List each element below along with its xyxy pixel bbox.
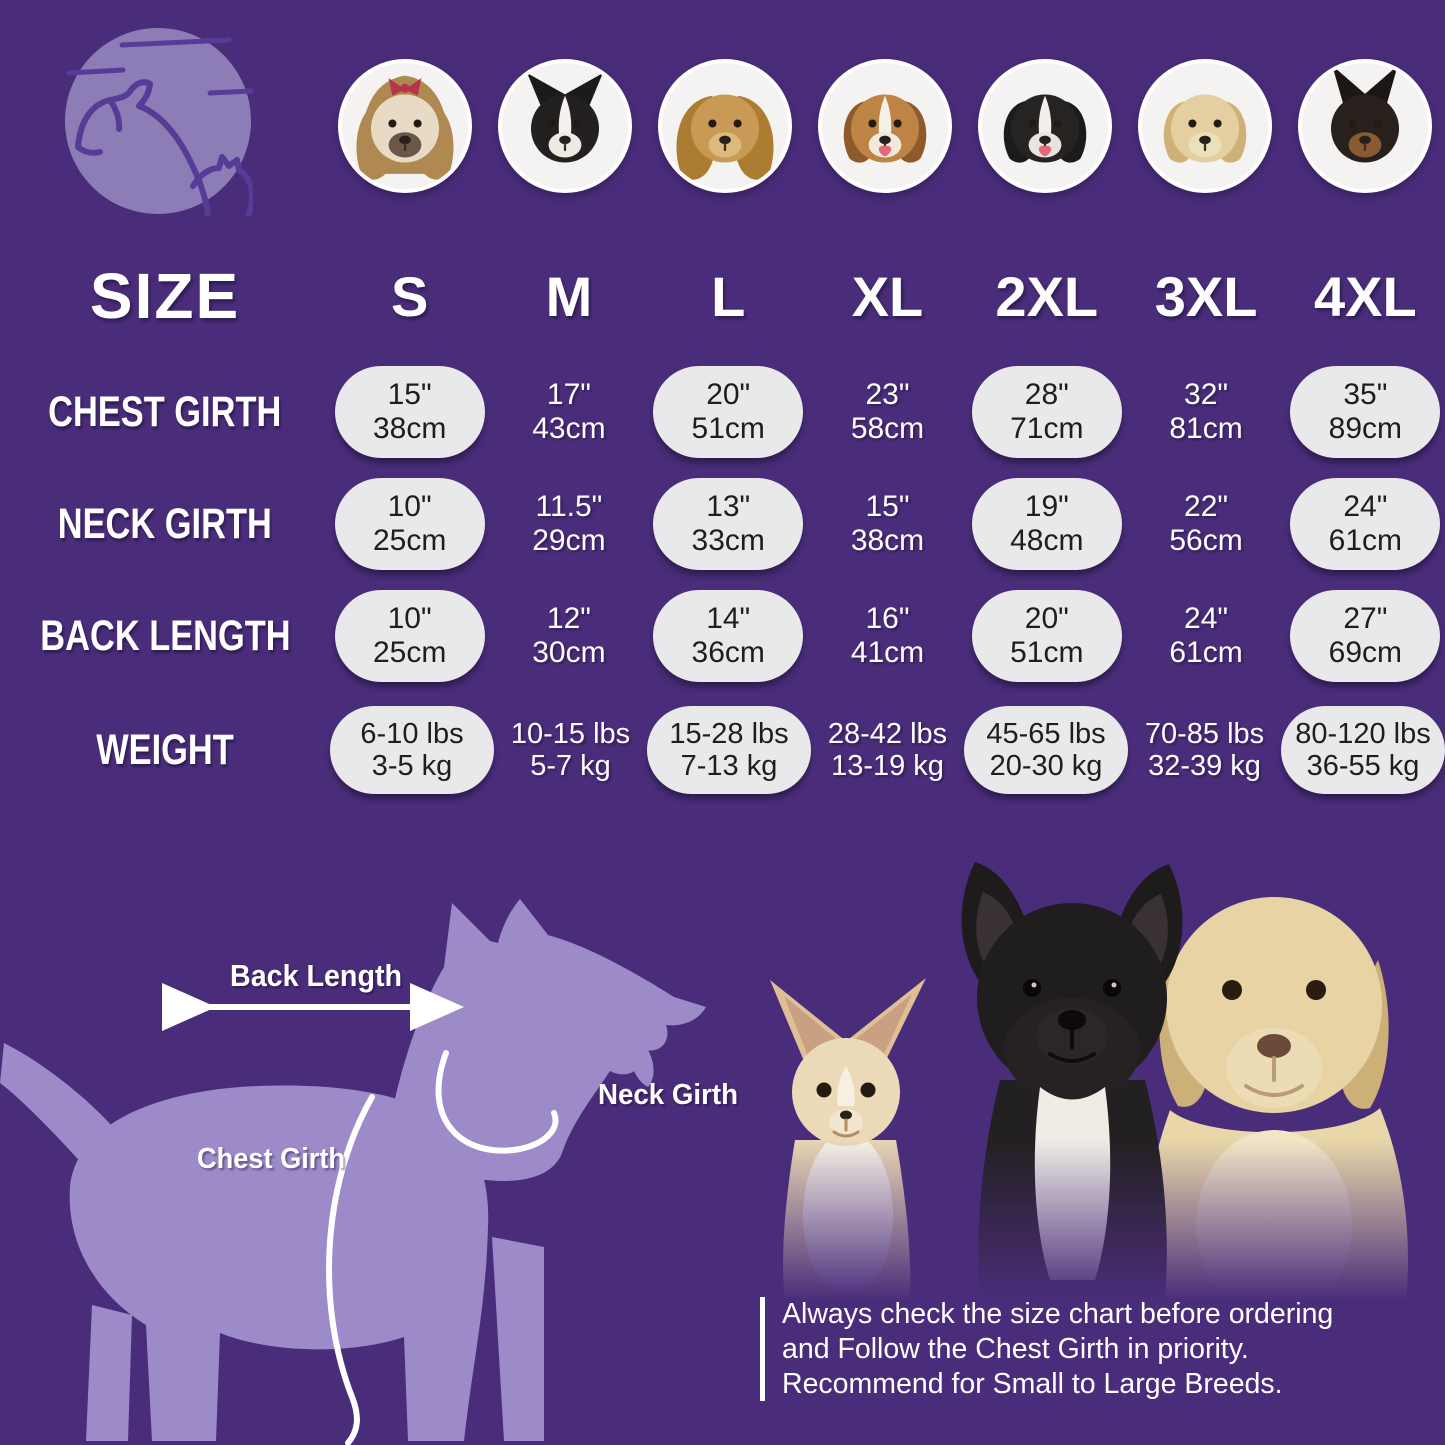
beagle-photo bbox=[818, 59, 952, 193]
three-dogs-photo bbox=[700, 862, 1445, 1300]
value-cell-2xl: 28" 71cm bbox=[971, 366, 1122, 458]
dog-silhouette-body bbox=[69, 1085, 489, 1441]
dog-silhouette-head bbox=[386, 899, 706, 1181]
row-label: CHEST GIRTH bbox=[48, 387, 282, 436]
value-cell-l: 20" 51cm bbox=[653, 366, 804, 458]
breed-photos-row bbox=[325, 52, 1445, 200]
value-cell-3xl: 22" 56cm bbox=[1169, 490, 1243, 557]
row-neck-girth: NECK GIRTH 10" 25cm 11.5" 29cm 13" 33cm 15" … bbox=[0, 472, 1445, 576]
value-cell-m: 10-15 lbs 5-7 kg bbox=[510, 717, 631, 782]
row-weight: WEIGHT 6-10 lbs 3-5 kg 10-15 lbs 5-7 kg 15-… bbox=[0, 698, 1445, 802]
value-cell-s: 10" 25cm bbox=[334, 590, 485, 682]
row-back-length: BACK LENGTH 10" 25cm 12" 30cm 14" 36cm 16" 4… bbox=[0, 584, 1445, 688]
size-header-2XL: 2XL bbox=[995, 264, 1099, 328]
value-cell-m: 17" 43cm bbox=[532, 378, 606, 445]
size-header-XL: XL bbox=[851, 264, 924, 328]
size-header-row: SIZE S M L XL 2XL 3XL 4XL bbox=[0, 248, 1445, 344]
value-cell-l: 14" 36cm bbox=[653, 590, 804, 682]
size-header-4XL: 4XL bbox=[1314, 264, 1417, 328]
size-header-M: M bbox=[545, 264, 593, 328]
boston-terrier-photo bbox=[498, 59, 632, 193]
value-cell-3xl: 70-85 lbs 32-39 kg bbox=[1144, 717, 1265, 782]
sizing-note: Always check the size chart before order… bbox=[760, 1297, 1334, 1402]
size-header-3XL: 3XL bbox=[1154, 264, 1258, 328]
value-cell-s: 15" 38cm bbox=[334, 366, 485, 458]
dog-measurement-diagram: Back Length Neck Girth Chest Girth bbox=[0, 899, 738, 1445]
note-line-3: Recommend for Small to Large Breeds. bbox=[782, 1367, 1283, 1400]
size-header-L: L bbox=[711, 264, 746, 328]
value-cell-xl: 28-42 lbs 13-19 kg bbox=[827, 717, 948, 782]
value-cell-2xl: 20" 51cm bbox=[971, 590, 1122, 682]
value-cell-m: 12" 30cm bbox=[532, 602, 606, 669]
row-label: WEIGHT bbox=[96, 725, 234, 774]
shih-tzu-photo bbox=[338, 59, 472, 193]
value-cell-l: 15-28 lbs 7-13 kg bbox=[647, 705, 811, 795]
value-cell-4xl: 24" 61cm bbox=[1290, 478, 1441, 570]
value-cell-l: 13" 33cm bbox=[653, 478, 804, 570]
size-column-title: SIZE bbox=[89, 260, 241, 332]
value-cell-xl: 16" 41cm bbox=[850, 602, 925, 669]
value-cell-3xl: 24" 61cm bbox=[1169, 602, 1243, 669]
value-cell-m: 11.5" 29cm bbox=[532, 490, 606, 557]
value-cell-3xl: 32" 81cm bbox=[1169, 378, 1243, 445]
row-label: BACK LENGTH bbox=[39, 611, 291, 660]
value-cell-s: 6-10 lbs 3-5 kg bbox=[330, 705, 494, 795]
row-label: NECK GIRTH bbox=[57, 499, 273, 548]
chest-girth-curve bbox=[326, 1094, 375, 1445]
border-collie-photo bbox=[978, 59, 1112, 193]
value-cell-2xl: 45-65 lbs 20-30 kg bbox=[964, 705, 1128, 795]
note-accent-bar bbox=[760, 1297, 765, 1402]
neck-girth-curve bbox=[435, 1050, 559, 1154]
chest-girth-label: Chest Girth bbox=[197, 1143, 345, 1175]
dog-silhouette-far-legs bbox=[86, 1237, 544, 1441]
value-cell-4xl: 35" 89cm bbox=[1290, 366, 1441, 458]
doberman-photo bbox=[1298, 59, 1432, 193]
value-cell-xl: 23" 58cm bbox=[850, 378, 925, 445]
back-length-label: Back Length bbox=[230, 958, 402, 993]
value-cell-4xl: 80-120 lbs 36-55 kg bbox=[1281, 705, 1445, 795]
value-cell-4xl: 27" 69cm bbox=[1290, 590, 1441, 682]
labrador-photo bbox=[1138, 59, 1272, 193]
value-cell-xl: 15" 38cm bbox=[850, 490, 925, 557]
size-header-S: S bbox=[390, 264, 429, 328]
note-line-1: Always check the size chart before order… bbox=[782, 1298, 1334, 1330]
note-line-2: and Follow the Chest Girth in priority. bbox=[782, 1332, 1249, 1365]
dog-and-cat-logo-icon bbox=[65, 28, 253, 216]
dog-silhouette-tongue bbox=[629, 1037, 654, 1087]
neck-girth-label: Neck Girth bbox=[598, 1079, 738, 1111]
row-chest-girth: CHEST GIRTH 15" 38cm 17" 43cm 20" 51cm 23" 5… bbox=[0, 360, 1445, 464]
value-cell-s: 10" 25cm bbox=[334, 478, 485, 570]
value-cell-2xl: 19" 48cm bbox=[971, 478, 1122, 570]
cocker-spaniel-photo bbox=[658, 59, 792, 193]
